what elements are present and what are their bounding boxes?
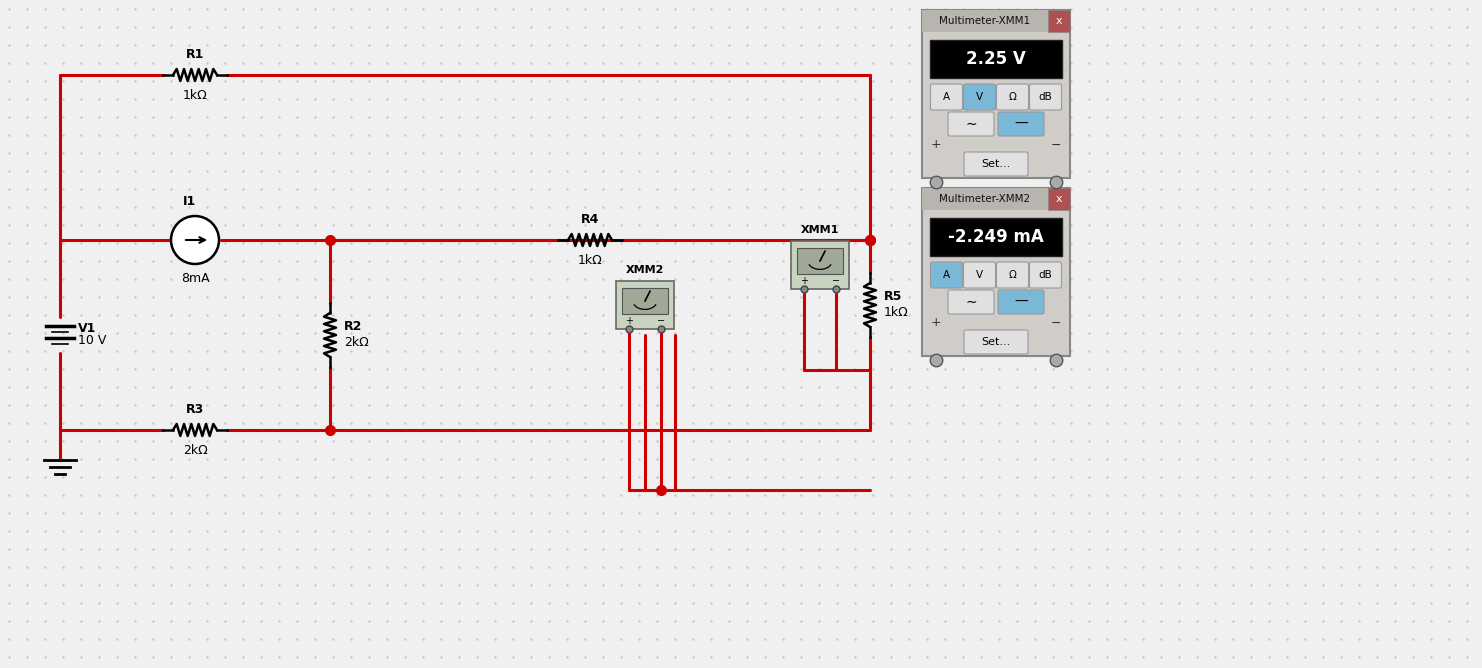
Text: A: A [943, 270, 950, 280]
Bar [931, 40, 1063, 78]
Text: R2: R2 [344, 321, 363, 333]
Text: Multimeter-XMM1: Multimeter-XMM1 [940, 16, 1030, 26]
FancyBboxPatch shape [963, 330, 1029, 354]
Text: I1: I1 [184, 195, 197, 208]
Text: 1kΩ: 1kΩ [578, 254, 602, 267]
Text: −: − [1051, 138, 1061, 152]
FancyBboxPatch shape [997, 290, 1043, 314]
Text: V: V [977, 92, 983, 102]
FancyBboxPatch shape [948, 290, 994, 314]
Text: 1kΩ: 1kΩ [182, 89, 207, 102]
Text: -2.249 mA: -2.249 mA [948, 228, 1043, 246]
FancyBboxPatch shape [963, 262, 996, 288]
Text: 10 V: 10 V [79, 335, 107, 347]
Text: +: + [800, 276, 808, 286]
FancyBboxPatch shape [617, 281, 674, 329]
Text: +: + [931, 138, 941, 152]
Bar [922, 10, 1048, 32]
Text: x: x [1055, 194, 1063, 204]
Bar [922, 188, 1048, 210]
FancyBboxPatch shape [996, 262, 1029, 288]
Text: dB: dB [1039, 92, 1052, 102]
Bar [931, 218, 1063, 256]
FancyBboxPatch shape [1030, 84, 1061, 110]
Text: Multimeter-XMM2: Multimeter-XMM2 [940, 194, 1030, 204]
Text: V1: V1 [79, 323, 96, 335]
FancyBboxPatch shape [963, 84, 996, 110]
Text: +: + [625, 316, 633, 326]
Text: dB: dB [1039, 270, 1052, 280]
FancyBboxPatch shape [931, 262, 962, 288]
Text: 1kΩ: 1kΩ [883, 307, 908, 319]
Text: 8mA: 8mA [181, 272, 209, 285]
Circle shape [170, 216, 219, 264]
Text: Set...: Set... [981, 337, 1011, 347]
Text: ∼: ∼ [965, 295, 977, 309]
Text: x: x [1055, 16, 1063, 26]
Text: 2kΩ: 2kΩ [182, 444, 207, 457]
Text: XMM1: XMM1 [800, 225, 839, 235]
Text: R4: R4 [581, 213, 599, 226]
Text: 2kΩ: 2kΩ [344, 337, 369, 349]
Text: R1: R1 [185, 48, 205, 61]
FancyBboxPatch shape [963, 152, 1029, 176]
Text: V: V [977, 270, 983, 280]
Bar [1048, 188, 1070, 210]
FancyBboxPatch shape [997, 112, 1043, 136]
Bar [922, 188, 1070, 356]
Text: R5: R5 [883, 291, 903, 303]
Text: Ω: Ω [1009, 270, 1017, 280]
Text: +: + [931, 317, 941, 329]
Bar [922, 10, 1070, 178]
Bar [797, 248, 843, 274]
Text: ∼: ∼ [965, 117, 977, 131]
FancyBboxPatch shape [931, 84, 962, 110]
Text: −: − [831, 276, 840, 286]
FancyBboxPatch shape [996, 84, 1029, 110]
FancyBboxPatch shape [791, 241, 849, 289]
Bar [622, 288, 668, 314]
FancyBboxPatch shape [1030, 262, 1061, 288]
Text: Set...: Set... [981, 159, 1011, 169]
Text: Ω: Ω [1009, 92, 1017, 102]
Text: −: − [1051, 317, 1061, 329]
FancyBboxPatch shape [948, 112, 994, 136]
Text: 2.25 V: 2.25 V [966, 50, 1026, 68]
Text: —: — [1014, 295, 1029, 309]
Text: A: A [943, 92, 950, 102]
Bar [1048, 10, 1070, 32]
Text: −: − [657, 316, 665, 326]
Text: R3: R3 [185, 403, 205, 416]
Text: XMM2: XMM2 [625, 265, 664, 275]
Text: —: — [1014, 117, 1029, 131]
